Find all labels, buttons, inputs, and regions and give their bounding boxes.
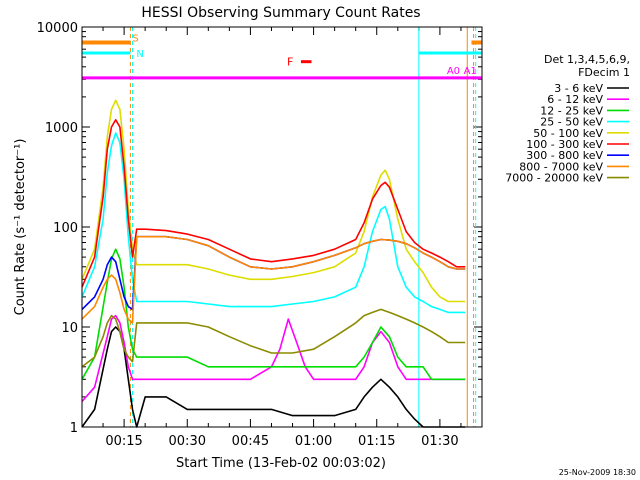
flare-label: F xyxy=(287,56,293,69)
series-line xyxy=(81,314,466,403)
attenuator-state-label: A1 xyxy=(464,66,477,77)
legend-entry-label: 6 - 12 keV xyxy=(547,93,603,106)
series-line xyxy=(81,132,466,314)
chart-title: HESSI Observing Summary Count Rates xyxy=(141,5,420,21)
x-tick-label: 01:30 xyxy=(421,434,458,449)
legend-entry-label: 3 - 6 keV xyxy=(554,82,603,95)
series-line xyxy=(81,308,466,368)
saa-label: S xyxy=(132,33,138,44)
x-tick-label: 01:15 xyxy=(358,434,395,449)
y-tick-label: 10 xyxy=(61,321,78,336)
footer-timestamp: 25-Nov-2009 18:30 xyxy=(559,468,636,477)
legend-entry-label: 25 - 50 keV xyxy=(540,116,603,129)
x-tick-label: 00:45 xyxy=(232,434,269,449)
legend-entry-label: 50 - 100 keV xyxy=(533,127,603,140)
plot-frame xyxy=(81,26,483,428)
night-label: N xyxy=(136,49,143,60)
y-tick-label: 1000 xyxy=(45,121,78,136)
series-line xyxy=(81,235,466,311)
legend-entry-label: 800 - 7000 keV xyxy=(519,160,603,173)
plot-area: 00:15 00:30 00:45 01:00 01:15 01:30 1 10 100 1000… xyxy=(37,21,482,449)
x-tick-label: 01:00 xyxy=(295,434,332,449)
x-tick-label: 00:30 xyxy=(169,434,206,449)
legend-header: Det 1,3,4,5,6,9, xyxy=(544,53,630,66)
y-tick-label: 10000 xyxy=(37,21,78,36)
x-tick-label: 00:15 xyxy=(105,434,142,449)
y-tick-label: 100 xyxy=(53,221,78,236)
legend-entry-label: 100 - 300 keV xyxy=(526,138,603,151)
y-axis-label: Count Rate (s⁻¹ detector⁻¹) xyxy=(13,139,28,316)
legend-entry-label: 300 - 800 keV xyxy=(526,149,603,162)
series-line xyxy=(81,326,466,428)
y-tick-label: 1 xyxy=(70,421,78,436)
legend-entry-label: 7000 - 20000 keV xyxy=(505,172,603,185)
x-axis-label: Start Time (13-Feb-02 00:03:02) xyxy=(176,456,386,471)
series-line xyxy=(81,99,466,303)
series-line xyxy=(81,119,466,288)
legend-entry-label: 12 - 25 keV xyxy=(540,104,603,117)
series-line xyxy=(81,235,466,324)
attenuator-state-label: A0 xyxy=(447,66,460,77)
legend-header: FDecim 1 xyxy=(578,66,630,79)
series-line xyxy=(81,248,466,381)
